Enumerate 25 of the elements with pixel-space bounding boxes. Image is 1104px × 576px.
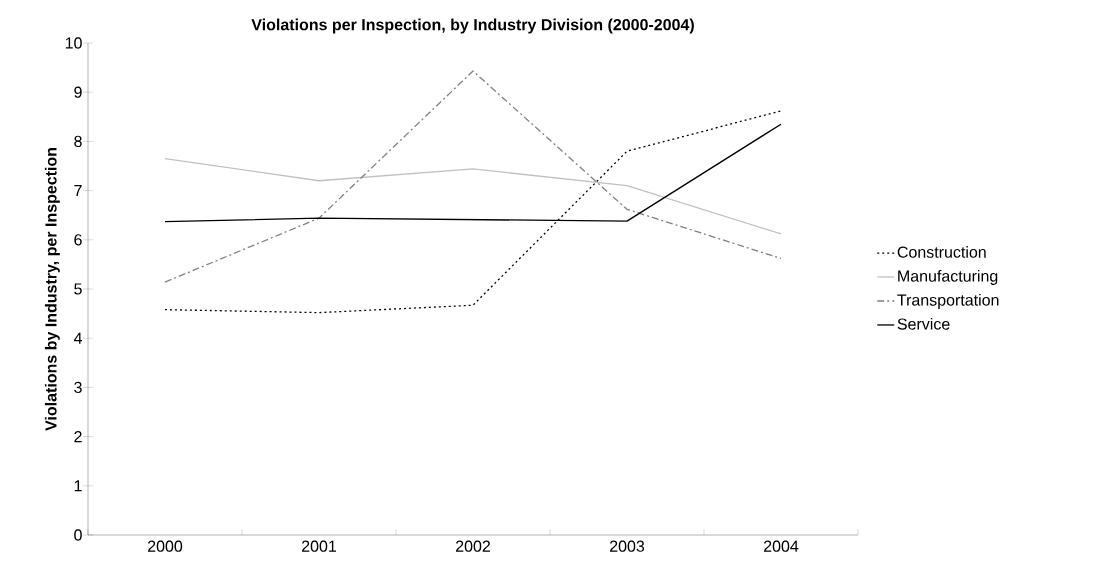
chart-title: Violations per Inspection, by Industry Division (2000-2004)	[251, 18, 694, 34]
x-tick-label: 2000	[148, 540, 183, 552]
legend-label: Manufacturing	[898, 270, 998, 285]
y-tick-label: 6	[74, 234, 82, 246]
x-tick-label: 2001	[302, 540, 337, 552]
legend-label: Construction	[897, 246, 986, 258]
y-tick-label: 0	[74, 529, 82, 541]
x-tick-label: 2003	[610, 540, 645, 552]
y-tick-label: 4	[73, 332, 83, 344]
y-tick-label: 10	[65, 37, 82, 49]
y-tick-label: 8	[74, 135, 82, 148]
y-tick-label: 2	[74, 431, 82, 443]
legend-label: Service	[897, 317, 950, 330]
y-tick-label: 9	[74, 86, 82, 98]
line-series	[164, 70, 782, 283]
y-tick-label: 3	[74, 381, 82, 394]
y-tick-label: 7	[74, 185, 82, 197]
y-tick-label: 5	[74, 283, 82, 295]
x-tick-label: 2002	[456, 540, 490, 552]
y-tick-label: 1	[74, 480, 82, 492]
line-series	[164, 157, 782, 235]
line-series	[164, 110, 782, 314]
x-tick-label: 2004	[764, 540, 799, 552]
legend-label: Transportation	[897, 293, 999, 309]
y-axis-title: Violations by Industry, per Inspection	[44, 148, 60, 431]
